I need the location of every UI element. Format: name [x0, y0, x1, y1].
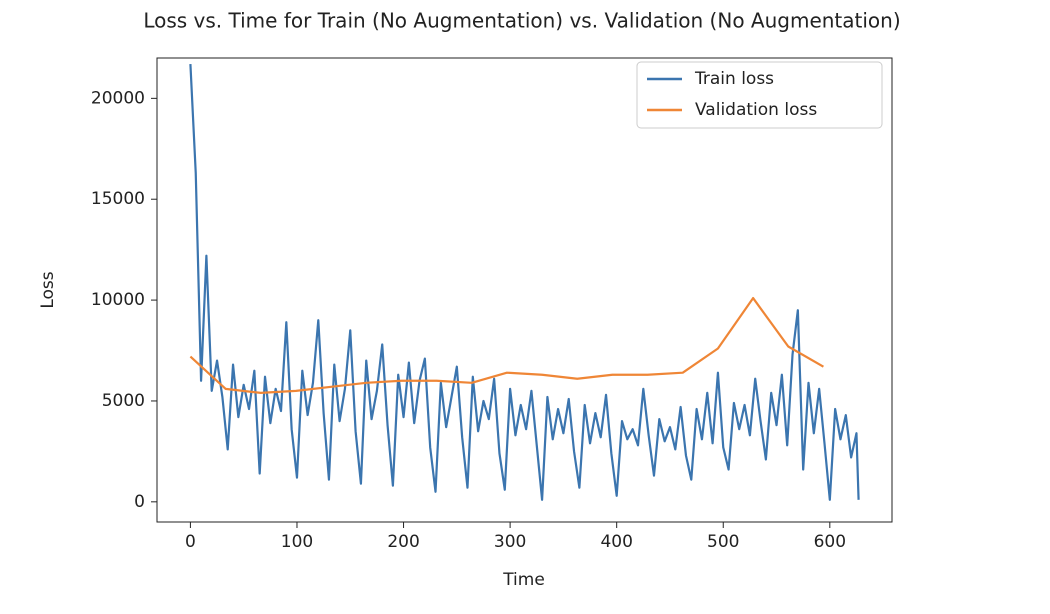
legend-label: Train loss: [694, 69, 774, 89]
y-tick-label: 10000: [91, 290, 145, 310]
y-tick-label: 5000: [102, 391, 145, 411]
chart-title: Loss vs. Time for Train (No Augmentation…: [143, 9, 900, 33]
x-tick-label: 500: [707, 532, 739, 552]
x-tick-label: 400: [600, 532, 632, 552]
series-line: [189, 296, 824, 394]
y-tick-label: 0: [134, 492, 145, 512]
y-tick-label: 20000: [91, 88, 145, 108]
x-tick-label: 100: [281, 532, 313, 552]
legend-box: [636, 61, 883, 129]
plot-frame: [156, 57, 893, 523]
x-tick-label: 300: [494, 532, 526, 552]
x-tick-label: 600: [814, 532, 846, 552]
x-tick-label: 0: [185, 532, 196, 552]
legend-label: Validation loss: [695, 100, 817, 120]
y-axis-label: Loss: [38, 271, 58, 308]
x-axis-label: Time: [502, 570, 545, 590]
x-tick-label: 200: [387, 532, 419, 552]
y-tick-label: 15000: [91, 189, 145, 209]
series-line: [189, 63, 860, 501]
